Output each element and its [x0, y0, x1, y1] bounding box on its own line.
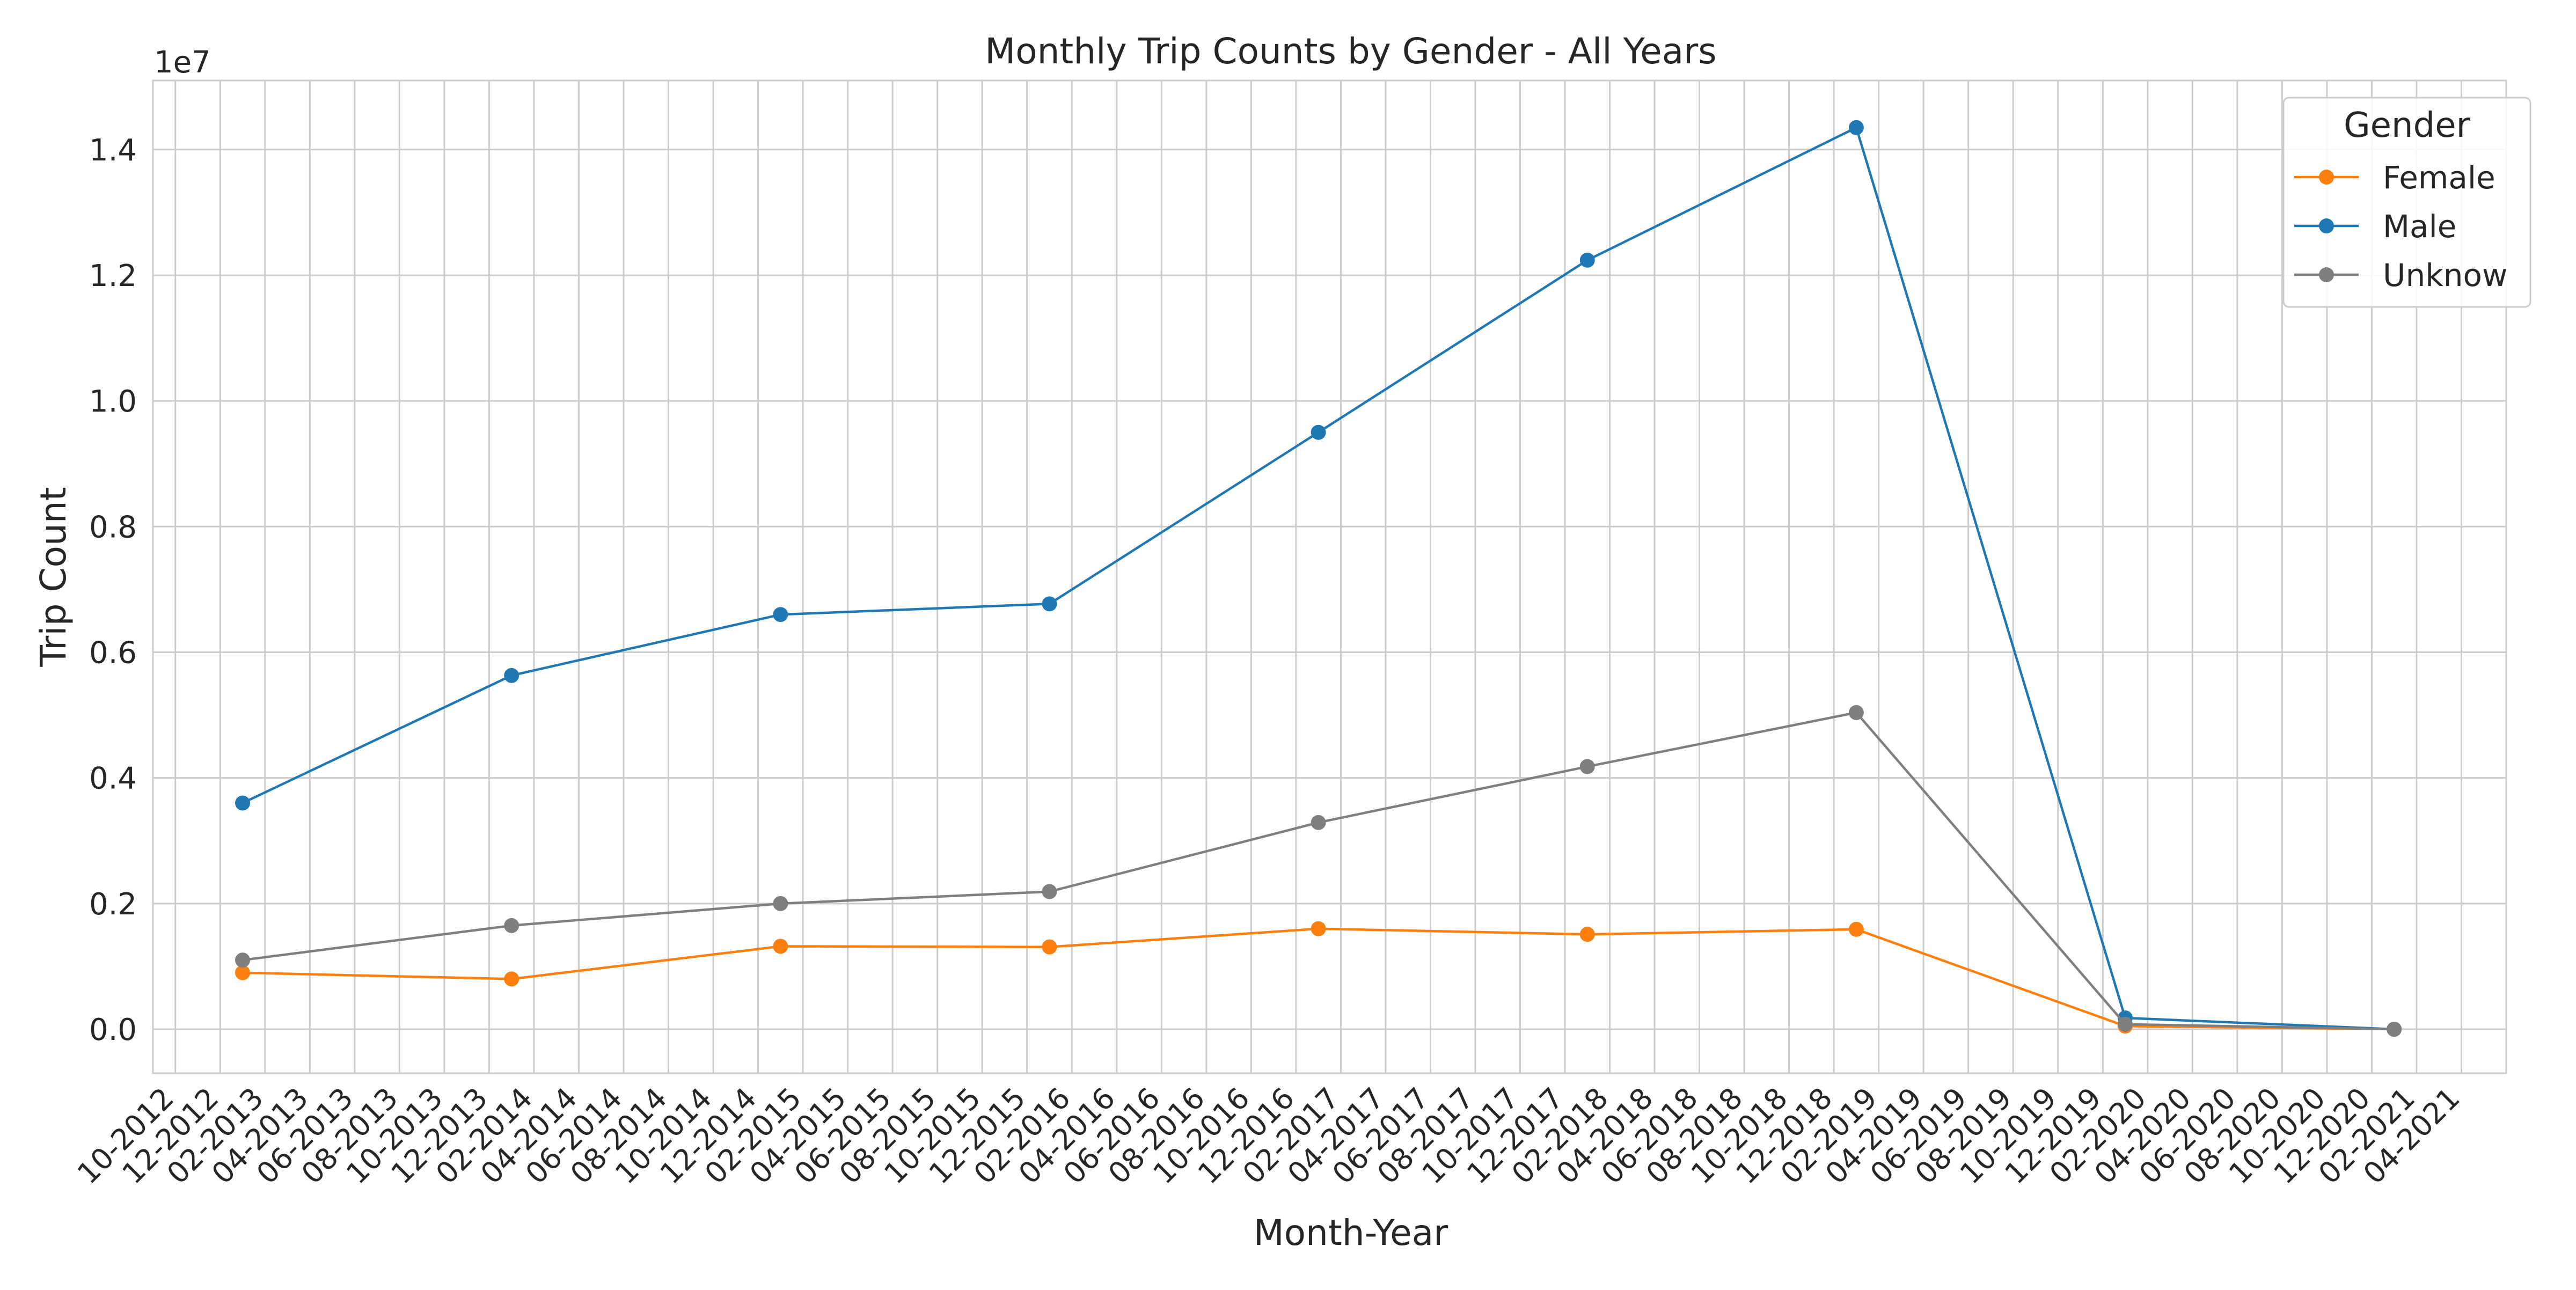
data-point-unknow — [1848, 705, 1864, 720]
data-point-male — [1311, 424, 1326, 440]
legend-items: Female Male Unknow — [2294, 159, 2507, 294]
data-point-unknow — [2387, 1022, 2402, 1037]
y-tick-label: 0.2 — [89, 887, 137, 922]
data-point-unknow — [1042, 884, 1057, 899]
data-point-male — [773, 607, 788, 622]
data-point-unknow — [773, 896, 788, 911]
data-point-unknow — [1311, 815, 1326, 830]
data-point-unknow — [235, 952, 251, 968]
legend-box — [2282, 97, 2531, 308]
data-point-female — [1042, 939, 1057, 955]
data-point-female — [235, 965, 251, 980]
y-tick-labels: 0.0 0.2 0.4 0.6 0.8 1.0 1.2 1.4 — [89, 133, 137, 1047]
data-point-unknow — [1579, 759, 1595, 774]
legend-label-male: Male — [2383, 208, 2456, 245]
data-point-unknow — [504, 918, 519, 933]
y-tick-label: 1.2 — [89, 259, 137, 294]
data-point-male — [504, 668, 519, 683]
legend-marker-male — [2319, 218, 2334, 233]
y-offset-label: 1e7 — [154, 45, 211, 80]
y-tick-label: 0.4 — [89, 761, 137, 796]
y-tick-label: 0.0 — [89, 1013, 137, 1047]
y-tick-label: 1.4 — [89, 133, 137, 168]
data-point-female — [1311, 921, 1326, 936]
data-point-male — [235, 795, 251, 811]
legend-marker-unknow — [2319, 267, 2334, 282]
data-point-unknow — [2118, 1016, 2133, 1032]
plot-frame — [152, 79, 2507, 1074]
data-point-male — [1848, 120, 1864, 135]
x-axis-label: Month-Year — [1254, 1212, 1448, 1254]
y-axis-label: Trip Count — [33, 487, 74, 668]
legend-marker-female — [2319, 170, 2334, 185]
chart-title: Monthly Trip Counts by Gender - All Year… — [985, 31, 1716, 72]
data-point-female — [1848, 921, 1864, 937]
y-tick-label: 0.8 — [89, 510, 137, 545]
legend-label-female: Female — [2383, 159, 2496, 196]
legend-title: Gender — [2344, 106, 2471, 145]
y-tick-label: 1.0 — [89, 384, 137, 419]
legend-label-unknow: Unknow — [2383, 257, 2507, 294]
data-point-female — [773, 939, 788, 954]
series-lines — [235, 120, 2402, 1037]
legend: Gender Female Male Unknow — [2282, 97, 2531, 308]
data-point-female — [504, 971, 519, 987]
data-point-male — [1042, 596, 1057, 612]
data-point-male — [1579, 252, 1595, 268]
y-tick-label: 0.6 — [89, 636, 137, 671]
data-point-female — [1579, 927, 1595, 942]
